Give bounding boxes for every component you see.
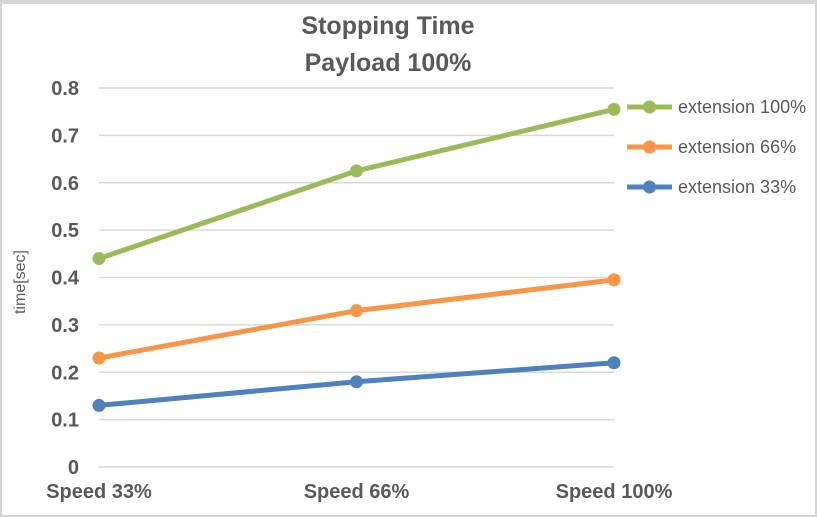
legend-label: extension 66% <box>678 137 796 157</box>
data-point-marker <box>607 273 621 287</box>
y-tick-label: 0 <box>68 457 79 479</box>
chart-title-line1: Stopping Time <box>301 12 475 40</box>
data-point-marker <box>92 351 106 365</box>
chart-title: Stopping Time Payload 100% <box>301 8 474 82</box>
data-point-marker <box>607 356 621 370</box>
x-category-label: Speed 33% <box>46 481 152 503</box>
series-line <box>96 106 617 262</box>
y-tick-label: 0.6 <box>51 173 79 195</box>
data-point-marker <box>92 398 106 412</box>
y-tick-label: 0.5 <box>51 220 79 242</box>
legend-label: extension 33% <box>678 177 796 197</box>
y-tick-label: 0.1 <box>51 410 79 432</box>
legend-marker <box>643 100 656 114</box>
plot-svg: 0 0.1 0.2 0.3 0.4 0.5 0.6 0.7 0.8 Speed 33% Speed … <box>46 78 806 503</box>
y-axis-title: time[sec] <box>12 249 29 315</box>
legend-marker <box>643 140 656 154</box>
y-tick-label: 0.8 <box>51 78 79 100</box>
legend-label: extension 100% <box>678 97 806 117</box>
x-category-label: Speed 100% <box>556 481 673 503</box>
data-point-marker <box>607 102 621 116</box>
data-point-marker <box>350 375 363 389</box>
data-point-marker <box>350 304 363 318</box>
chart-title-line2: Payload 100% <box>304 49 472 77</box>
y-tick-label: 0.4 <box>51 268 80 290</box>
y-tick-label: 0.2 <box>51 362 79 384</box>
y-tick-label: 0.3 <box>51 315 79 337</box>
data-point-marker <box>350 164 363 178</box>
x-category-label: Speed 66% <box>304 481 410 503</box>
legend-marker <box>643 180 656 194</box>
series-line <box>96 277 617 361</box>
y-tick-label: 0.7 <box>51 125 79 147</box>
data-point-marker <box>92 252 106 266</box>
